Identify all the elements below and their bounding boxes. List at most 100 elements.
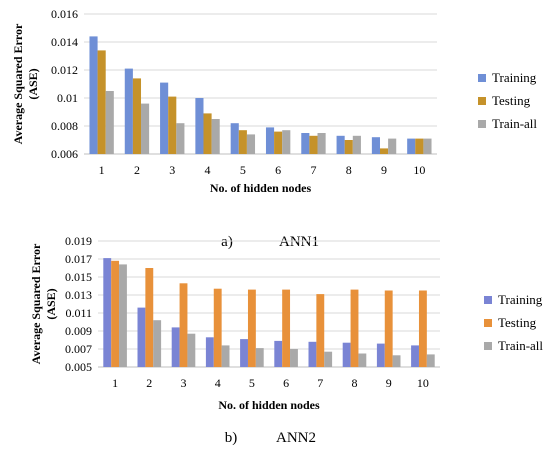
legend-swatch-testing — [478, 97, 486, 105]
bar-testing-5 — [238, 130, 247, 154]
bar-train-all-4 — [221, 345, 230, 367]
x-tick-label: 8 — [352, 376, 358, 390]
legend-swatch-training — [484, 296, 492, 304]
bar-training-10 — [407, 138, 416, 154]
bar-testing-1 — [111, 260, 120, 367]
bar-train-all-3 — [187, 333, 196, 367]
bar-training-3 — [160, 82, 169, 154]
x-tick-label: 10 — [413, 163, 425, 177]
bar-training-7 — [301, 133, 310, 154]
bar-train-all-9 — [388, 138, 397, 154]
bar-testing-2 — [145, 268, 154, 367]
bar-train-all-4 — [211, 119, 220, 154]
bar-train-all-5 — [255, 348, 264, 367]
y-tick-label: 0.015 — [65, 270, 92, 284]
x-tick-label: 4 — [215, 376, 221, 390]
bar-train-all-10 — [423, 138, 432, 154]
bar-testing-4 — [213, 288, 222, 367]
y-tick-label: 0.01 — [57, 91, 78, 105]
x-tick-label: 9 — [381, 163, 387, 177]
bar-training-3 — [171, 327, 180, 367]
bar-testing-7 — [316, 294, 325, 367]
bar-train-all-10 — [426, 354, 435, 367]
x-tick-label: 7 — [310, 163, 316, 177]
x-tick-label: 2 — [146, 376, 152, 390]
bar-testing-1 — [97, 50, 106, 154]
y-tick-label: 0.011 — [65, 306, 92, 320]
x-tick-label: 4 — [205, 163, 211, 177]
bar-training-5 — [240, 339, 248, 367]
bar-training-5 — [230, 123, 239, 154]
caption-letter: b) — [225, 430, 238, 446]
bar-train-all-6 — [282, 130, 291, 154]
x-tick-label: 5 — [249, 376, 255, 390]
y-tick-label: 0.017 — [65, 252, 92, 266]
bar-training-7 — [308, 341, 317, 367]
bar-testing-9 — [379, 148, 389, 154]
caption-name: ANN2 — [276, 430, 316, 446]
bar-train-all-3 — [176, 123, 185, 154]
legend-label-train-all: Train-all — [492, 116, 537, 131]
bar-testing-7 — [309, 135, 318, 154]
bar-testing-2 — [132, 78, 142, 154]
bar-training-6 — [265, 127, 275, 154]
bar-testing-6 — [282, 289, 291, 367]
y-axis-title: Average Squared Error(ASE) — [11, 23, 40, 144]
bar-testing-3 — [179, 283, 188, 367]
bar-testing-9 — [384, 290, 393, 367]
legend-swatch-training — [478, 74, 486, 82]
x-tick-label: 6 — [283, 376, 289, 390]
legend-label-train-all: Train-all — [498, 338, 543, 353]
bar-testing-6 — [274, 131, 283, 154]
x-axis-title: No. of hidden nodes — [210, 181, 312, 195]
bar-training-1 — [89, 36, 98, 154]
x-tick-label: 10 — [417, 376, 429, 390]
y-tick-label: 0.019 — [65, 234, 92, 248]
bar-training-2 — [137, 307, 146, 367]
y-tick-label: 0.014 — [51, 35, 78, 49]
bar-train-all-7 — [317, 133, 326, 154]
bar-train-all-2 — [141, 103, 150, 154]
bar-testing-10 — [415, 138, 424, 154]
caption-name: ANN1 — [279, 234, 319, 250]
bar-train-all-8 — [358, 353, 367, 367]
legend-swatch-train-all — [484, 342, 492, 350]
y-tick-label: 0.007 — [65, 342, 92, 356]
bar-testing-3 — [168, 96, 177, 154]
y-tick-label: 0.012 — [51, 63, 78, 77]
chart-ann1: 0.006 0.008 0.01 0.012 0.014 0.016 1 2 3 4 5 6 7 8 9 10… — [11, 7, 537, 250]
y-tick-label: 0.013 — [65, 288, 92, 302]
y-axis-title: Average Squared Error(ASE) — [29, 243, 58, 364]
bar-testing-4 — [203, 113, 212, 154]
bar-train-all-9 — [392, 355, 401, 367]
x-tick-label: 7 — [317, 376, 323, 390]
bar-train-all-8 — [352, 135, 361, 154]
x-tick-label: 9 — [386, 376, 392, 390]
bar-training-1 — [103, 258, 112, 367]
bar-testing-8 — [344, 140, 353, 154]
bar-training-9 — [376, 343, 385, 367]
bar-testing-10 — [418, 290, 427, 367]
bar-training-9 — [371, 137, 380, 154]
chart-ann2: 0.005 0.007 0.009 0.011 0.013 0.015 0.017 0.019… — [29, 234, 543, 446]
bar-train-all-6 — [290, 349, 298, 367]
x-tick-label: 3 — [181, 376, 187, 390]
y-tick-label: 0.006 — [51, 147, 78, 161]
x-tick-label: 6 — [275, 163, 281, 177]
legend-label-training: Training — [492, 70, 537, 85]
y-tick-label: 0.005 — [65, 360, 92, 374]
y-tick-label: 0.016 — [51, 7, 78, 21]
bar-testing-5 — [247, 289, 256, 367]
x-tick-label: 3 — [169, 163, 175, 177]
bar-training-8 — [336, 135, 345, 154]
bar-training-6 — [274, 340, 283, 367]
x-tick-label: 1 — [112, 376, 118, 390]
bar-training-4 — [195, 98, 204, 154]
bar-train-all-7 — [324, 351, 333, 367]
x-tick-label: 8 — [346, 163, 352, 177]
bar-training-2 — [124, 68, 133, 154]
bar-training-4 — [205, 337, 214, 367]
caption-letter: a) — [221, 234, 233, 250]
